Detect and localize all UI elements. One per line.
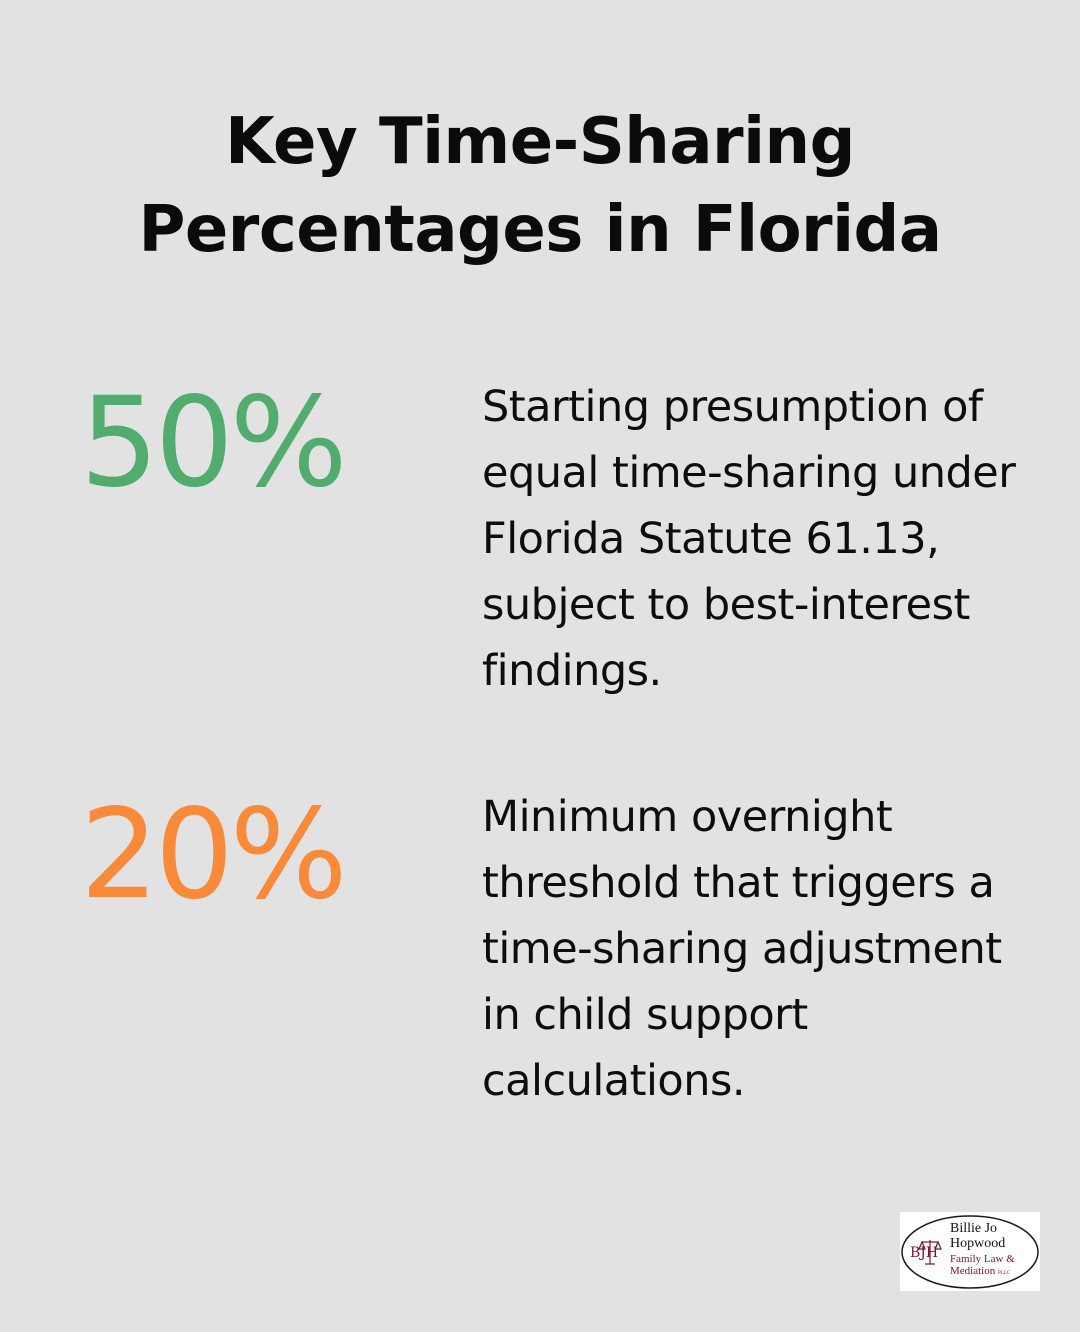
- scales-icon: [918, 1240, 942, 1265]
- stat-description-20: Minimum overnight threshold that trigger…: [482, 792, 1002, 1106]
- stat-value-20: 20%: [80, 783, 348, 927]
- stat-description-50: Starting presumption of equal time-shari…: [482, 382, 1016, 696]
- title-line-2: Percentages in Florida: [138, 193, 942, 267]
- logo-name-line-1: Billie Jo: [950, 1221, 997, 1236]
- logo-name-line-2: Hopwood: [950, 1236, 1005, 1251]
- page-title: Key Time-Sharing Percentages in Florida: [0, 98, 1080, 274]
- logo-tagline-line-1: Family Law &: [950, 1253, 1015, 1265]
- stat-value-50: 50%: [80, 371, 348, 515]
- logo-suffix: PLLC: [998, 1271, 1011, 1276]
- logo-tagline-line-2: Mediation: [950, 1265, 996, 1277]
- logo-initials: BJH: [910, 1245, 938, 1261]
- title-line-1: Key Time-Sharing: [225, 105, 855, 179]
- firm-logo: BJH Billie Jo Hopwood Family Law & Media…: [900, 1212, 1040, 1291]
